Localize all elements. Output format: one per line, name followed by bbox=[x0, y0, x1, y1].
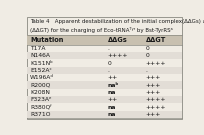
Text: ++: ++ bbox=[108, 97, 118, 102]
Text: R380Qᶠ: R380Qᶠ bbox=[30, 104, 52, 110]
Text: +++: +++ bbox=[146, 90, 161, 95]
Text: N146A: N146A bbox=[30, 53, 50, 58]
Text: na: na bbox=[108, 112, 116, 117]
Text: W196Aᵈ: W196Aᵈ bbox=[30, 75, 54, 80]
Text: naᵇ: naᵇ bbox=[108, 83, 119, 88]
Bar bbox=[27, 81, 182, 89]
Text: +++: +++ bbox=[146, 83, 161, 88]
Text: ++: ++ bbox=[108, 75, 118, 80]
Text: ΔΔGT: ΔΔGT bbox=[146, 37, 166, 43]
Bar bbox=[27, 52, 182, 59]
Text: na: na bbox=[108, 90, 116, 95]
Text: R200Q: R200Q bbox=[30, 83, 51, 88]
Text: ++++: ++++ bbox=[146, 97, 166, 102]
Text: F323Aᵉ: F323Aᵉ bbox=[30, 97, 52, 102]
Text: .: . bbox=[108, 46, 110, 51]
Text: K151Nᵇ: K151Nᵇ bbox=[30, 61, 53, 66]
Bar bbox=[27, 35, 182, 45]
Text: ++++: ++++ bbox=[146, 61, 166, 66]
Text: Table 4   Apparent destabilization of the initial complex(ΔΔGs) and of the trans: Table 4 Apparent destabilization of the … bbox=[30, 19, 204, 24]
Text: +++: +++ bbox=[146, 112, 161, 117]
Text: 0: 0 bbox=[108, 61, 111, 66]
Text: (ΔΔGT) for the charging of Eco-tRNAᵀʸʳ by Bst-TyrRSᵃ: (ΔΔGT) for the charging of Eco-tRNAᵀʸʳ b… bbox=[30, 27, 173, 33]
Text: ΔΔGs: ΔΔGs bbox=[108, 37, 128, 43]
Text: .: . bbox=[146, 68, 147, 73]
Text: T17A: T17A bbox=[30, 46, 46, 51]
Text: K208N: K208N bbox=[30, 90, 50, 95]
Text: E152Aᶜ: E152Aᶜ bbox=[30, 68, 52, 73]
Bar bbox=[27, 96, 182, 103]
Text: ++++: ++++ bbox=[146, 105, 166, 110]
Text: na: na bbox=[108, 105, 116, 110]
Text: +++: +++ bbox=[146, 75, 161, 80]
Bar bbox=[27, 111, 182, 118]
Text: ++++: ++++ bbox=[108, 53, 128, 58]
Text: .: . bbox=[108, 68, 110, 73]
Text: 0: 0 bbox=[146, 46, 149, 51]
Bar bbox=[27, 67, 182, 74]
Text: Mutation: Mutation bbox=[30, 37, 64, 43]
Text: 0: 0 bbox=[146, 53, 149, 58]
Text: R371O: R371O bbox=[30, 112, 51, 117]
